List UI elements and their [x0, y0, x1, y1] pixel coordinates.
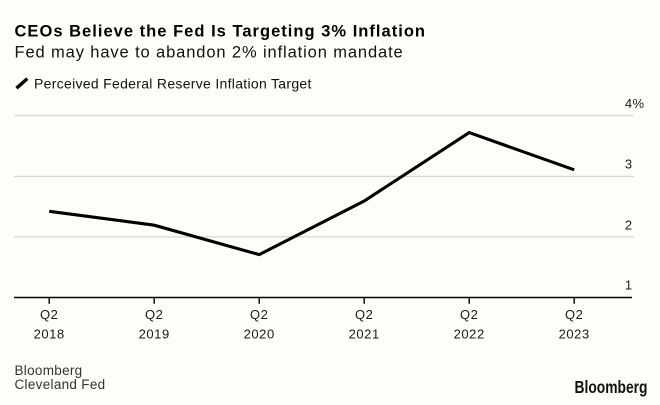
svg-text:2023: 2023	[559, 327, 590, 342]
svg-text:CEOs Believe the Fed Is Target: CEOs Believe the Fed Is Targeting 3% Inf…	[15, 22, 427, 40]
svg-text:Bloomberg: Bloomberg	[15, 363, 83, 378]
svg-text:1: 1	[625, 277, 633, 292]
svg-text:2020: 2020	[244, 327, 275, 342]
svg-text:2018: 2018	[34, 327, 65, 342]
svg-text:Cleveland Fed: Cleveland Fed	[15, 377, 106, 392]
svg-text:Q2: Q2	[40, 307, 58, 322]
svg-text:2022: 2022	[454, 327, 485, 342]
svg-text:Bloomberg: Bloomberg	[575, 377, 648, 397]
svg-text:2: 2	[625, 218, 633, 233]
svg-text:Fed may have to abandon 2% inf: Fed may have to abandon 2% inflation man…	[15, 44, 404, 62]
svg-text:4%: 4%	[625, 96, 645, 111]
svg-text:Perceived Federal Reserve Infl: Perceived Federal Reserve Inflation Targ…	[34, 76, 312, 92]
svg-text:Q2: Q2	[565, 307, 583, 322]
svg-text:Q2: Q2	[250, 307, 268, 322]
svg-text:Q2: Q2	[460, 307, 478, 322]
svg-text:Q2: Q2	[145, 307, 163, 322]
svg-text:2019: 2019	[139, 327, 170, 342]
svg-text:3: 3	[625, 156, 633, 171]
svg-text:Q2: Q2	[355, 307, 373, 322]
svg-text:2021: 2021	[349, 327, 380, 342]
